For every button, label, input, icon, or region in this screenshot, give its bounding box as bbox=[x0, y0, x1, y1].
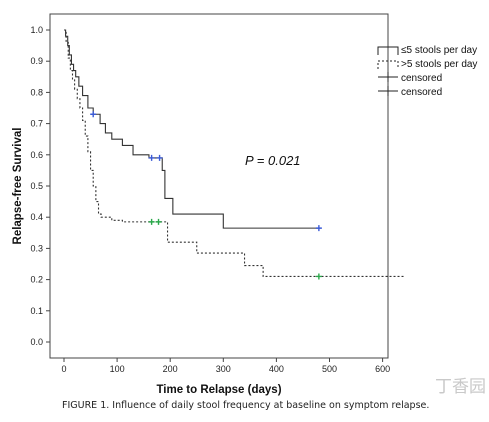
y-tick-label: 0.7 bbox=[30, 119, 43, 129]
censored-marker bbox=[155, 218, 162, 225]
series-layer bbox=[64, 29, 404, 278]
legend-label-gt5: >5 stools per day bbox=[401, 59, 477, 70]
legend-plus-marker-1 bbox=[378, 72, 398, 82]
legend-label-censored-1: censored bbox=[401, 73, 442, 84]
plot-frame bbox=[49, 13, 389, 359]
x-tick-label: 200 bbox=[163, 364, 178, 374]
censored-marker bbox=[156, 154, 163, 161]
y-tick-label: 0.4 bbox=[30, 212, 43, 222]
censored-marker bbox=[90, 111, 97, 118]
censored-marker bbox=[315, 225, 322, 232]
legend-label-censored-2: censored bbox=[401, 87, 442, 98]
x-tick-label: 100 bbox=[110, 364, 125, 374]
x-tick-label: 400 bbox=[269, 364, 284, 374]
series-line-le5 bbox=[64, 29, 319, 229]
legend-swatch-dashed bbox=[377, 60, 399, 69]
legend-item-gt5: >5 stools per day bbox=[377, 59, 477, 70]
x-tick-label: 300 bbox=[216, 364, 231, 374]
y-axis: 0.0 0.1 0.2 0.3 0.4 0.5 0.6 0.7 0.8 0.9 1.0 bbox=[30, 25, 50, 347]
legend-item-censored-2: censored bbox=[378, 86, 442, 98]
censored-marker bbox=[148, 154, 155, 161]
x-tick-label: 500 bbox=[322, 364, 337, 374]
legend: ≤5 stools per day >5 stools per day cens… bbox=[377, 45, 477, 98]
y-tick-label: 0.8 bbox=[30, 87, 43, 97]
y-axis-title: Relapse-free Survival bbox=[12, 128, 24, 245]
y-tick-label: 0.2 bbox=[30, 275, 43, 285]
x-axis: 0 100 200 300 400 500 600 bbox=[61, 358, 390, 374]
legend-swatch-solid bbox=[377, 46, 399, 55]
y-tick-label: 0.6 bbox=[30, 150, 43, 160]
censored-marker bbox=[148, 218, 155, 225]
legend-plus-marker-2 bbox=[378, 86, 398, 96]
y-tick-label: 1.0 bbox=[30, 25, 43, 35]
figure-caption: FIGURE 1. Influence of daily stool frequ… bbox=[62, 400, 430, 411]
legend-item-le5: ≤5 stools per day bbox=[377, 45, 477, 56]
y-tick-label: 0.5 bbox=[30, 181, 43, 191]
x-tick-label: 0 bbox=[61, 364, 66, 374]
y-tick-label: 0.1 bbox=[30, 306, 43, 316]
y-tick-label: 0.9 bbox=[30, 56, 43, 66]
censored-marker bbox=[315, 273, 322, 280]
x-tick-label: 600 bbox=[375, 364, 390, 374]
y-tick-label: 0.3 bbox=[30, 243, 43, 253]
x-axis-title: Time to Relapse (days) bbox=[156, 384, 281, 396]
legend-label-le5: ≤5 stools per day bbox=[401, 45, 477, 56]
series-line-gt5 bbox=[64, 29, 404, 278]
censor-marks bbox=[90, 111, 322, 280]
watermark-logo: 丁香园 bbox=[435, 377, 486, 397]
p-value-annotation: P = 0.021 bbox=[245, 153, 301, 168]
legend-item-censored-1: censored bbox=[378, 72, 442, 84]
y-tick-label: 0.0 bbox=[30, 337, 43, 347]
